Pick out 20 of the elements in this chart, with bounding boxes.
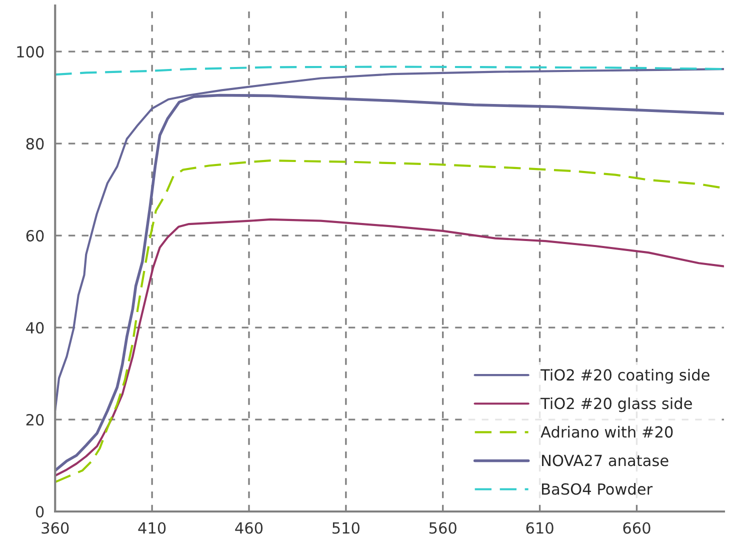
y-tick-label: 40 [26, 322, 44, 334]
y-tick-label: 80 [26, 138, 44, 150]
legend-label: TiO2 #20 coating side [540, 368, 710, 384]
x-tick-label: 410 [138, 522, 166, 534]
x-tick-label: 560 [429, 522, 456, 534]
y-tick-label: 0 [36, 506, 44, 518]
x-tick-label: 360 [42, 522, 69, 534]
y-tick-label: 100 [17, 46, 44, 58]
x-tick-label: 610 [526, 522, 554, 534]
legend-label: TiO2 #20 glass side [540, 397, 692, 412]
y-tick-label: 60 [26, 230, 44, 242]
x-tick-label: 660 [623, 522, 650, 534]
x-tick-label: 460 [235, 522, 263, 534]
y-tick-label: 20 [26, 414, 44, 426]
legend-label: Adriano with #20 [540, 426, 673, 438]
x-tick-label: 510 [332, 522, 360, 534]
legend-label: NOVA27 anatase [542, 454, 668, 466]
line-series [55, 218, 724, 477]
legend-label: BaSO4 Powder [542, 482, 653, 495]
line-series [55, 66, 724, 76]
